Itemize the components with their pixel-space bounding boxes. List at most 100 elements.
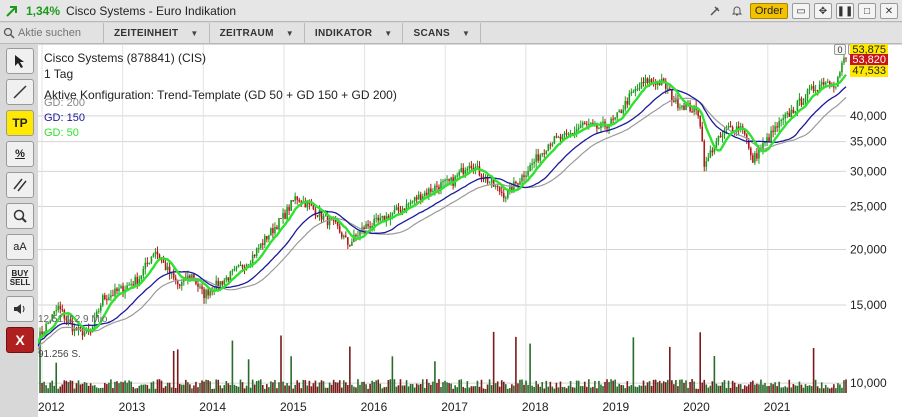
candle-body bbox=[199, 286, 201, 288]
price-chart[interactable]: 10,000 15,000 20,000 25,000 30,000 35,000 40,0… bbox=[36, 44, 902, 417]
candle-body bbox=[158, 254, 161, 259]
channel-tool[interactable] bbox=[6, 172, 34, 198]
candle-body bbox=[486, 176, 489, 183]
volume-bar bbox=[614, 379, 616, 393]
order-button[interactable]: Order bbox=[749, 3, 788, 19]
candle-body bbox=[266, 235, 268, 240]
candle-body bbox=[703, 141, 706, 167]
candle-body bbox=[292, 200, 294, 202]
move-icon[interactable]: ✥ bbox=[814, 3, 832, 19]
volume-bar bbox=[802, 387, 805, 393]
volume-bar bbox=[419, 384, 422, 393]
volume-bar bbox=[120, 381, 122, 393]
buy-sell-tool[interactable]: BUY SELL bbox=[6, 265, 34, 291]
volume-bar bbox=[108, 382, 110, 393]
volume-bar bbox=[257, 380, 260, 393]
stock-search[interactable] bbox=[3, 24, 103, 43]
volume-bar bbox=[780, 387, 782, 393]
volume-bar bbox=[124, 380, 126, 393]
counter-badge[interactable]: 0 bbox=[834, 44, 846, 55]
volume-bar bbox=[812, 348, 815, 393]
volume-bar bbox=[697, 388, 699, 393]
candle-body bbox=[209, 290, 211, 296]
line-tool[interactable] bbox=[6, 79, 34, 105]
stock-search-input[interactable] bbox=[18, 27, 98, 39]
menu-indikator[interactable]: INDIKATOR ▼ bbox=[303, 22, 403, 44]
candle-body bbox=[480, 175, 483, 179]
candle-body bbox=[53, 311, 56, 315]
volume-bar bbox=[515, 336, 517, 393]
volume-bar bbox=[178, 383, 181, 393]
volume-bar bbox=[41, 382, 43, 393]
window-icon[interactable]: ▭ bbox=[792, 3, 810, 19]
candle-body bbox=[527, 171, 529, 176]
volume-bar bbox=[583, 381, 586, 393]
volume-bar bbox=[116, 381, 118, 393]
volume-bar bbox=[644, 385, 647, 393]
sound-tool[interactable] bbox=[6, 296, 34, 322]
volume-bar bbox=[466, 381, 469, 393]
bell-icon[interactable] bbox=[728, 3, 746, 19]
cursor-tool[interactable] bbox=[6, 48, 34, 74]
volume-bar bbox=[713, 356, 716, 393]
pin-icon[interactable] bbox=[706, 3, 724, 19]
chart-canvas[interactable]: 10,000 15,000 20,000 25,000 30,000 35,000 40,0… bbox=[36, 45, 902, 417]
candle-body bbox=[104, 295, 106, 300]
volume-bar bbox=[636, 387, 639, 393]
candle-body bbox=[585, 123, 588, 125]
candle-body bbox=[579, 125, 582, 128]
volume-bar bbox=[845, 379, 847, 393]
volume-bar bbox=[563, 386, 566, 393]
x-tick-label: 2016 bbox=[361, 400, 388, 414]
volume-bar bbox=[79, 384, 82, 393]
menu-zeitraum[interactable]: ZEITRAUM ▼ bbox=[208, 22, 304, 44]
candle-body bbox=[630, 91, 633, 94]
volume-bar bbox=[310, 386, 313, 393]
volume-bar bbox=[594, 380, 596, 393]
volume-bar bbox=[290, 356, 292, 393]
volume-bar bbox=[191, 388, 193, 393]
volume-bar bbox=[747, 384, 750, 393]
candle-body bbox=[189, 275, 191, 278]
delete-drawings-button[interactable]: X bbox=[6, 327, 34, 353]
candle-body bbox=[300, 201, 303, 204]
candle-body bbox=[180, 282, 183, 286]
candle-body bbox=[788, 112, 791, 117]
volume-bar bbox=[193, 385, 195, 393]
candle-body bbox=[164, 262, 167, 270]
candle-body bbox=[533, 161, 535, 164]
volume-bar bbox=[452, 388, 454, 393]
volume-bar bbox=[511, 384, 513, 393]
candle-body bbox=[444, 179, 446, 182]
pause-icon[interactable]: ❚❚ bbox=[836, 3, 854, 19]
volume-bar bbox=[839, 384, 841, 393]
maximize-icon[interactable]: □ bbox=[858, 3, 876, 19]
candle-body bbox=[286, 207, 288, 219]
candle-body bbox=[828, 81, 831, 85]
text-tool[interactable]: aA bbox=[6, 234, 34, 260]
percent-tool[interactable]: % bbox=[6, 141, 34, 167]
candle-body bbox=[691, 111, 693, 113]
candle-body bbox=[650, 79, 653, 82]
candle-body bbox=[290, 200, 292, 211]
x-tick-label: 2012 bbox=[38, 400, 65, 414]
volume-bar bbox=[180, 384, 183, 393]
price-low-tag: 47,533 bbox=[850, 65, 888, 77]
volume-bar bbox=[824, 384, 827, 393]
candle-body bbox=[598, 128, 600, 130]
volume-bar bbox=[468, 387, 471, 393]
zoom-tool[interactable] bbox=[6, 203, 34, 229]
candle-body bbox=[197, 283, 199, 287]
trend-template-tool[interactable]: TP bbox=[6, 110, 34, 136]
menu-zeiteinheit[interactable]: ZEITEINHEIT ▼ bbox=[103, 22, 209, 44]
volume-bar bbox=[91, 385, 94, 393]
candle-body bbox=[618, 110, 620, 113]
candle-body bbox=[438, 186, 440, 190]
candle-body bbox=[150, 256, 153, 263]
menu-scans[interactable]: SCANS ▼ bbox=[402, 22, 482, 44]
candle-body bbox=[261, 243, 264, 245]
close-icon[interactable]: ✕ bbox=[880, 3, 898, 19]
candle-body bbox=[318, 210, 321, 217]
volume-bar bbox=[389, 379, 392, 393]
candle-body bbox=[719, 136, 722, 138]
